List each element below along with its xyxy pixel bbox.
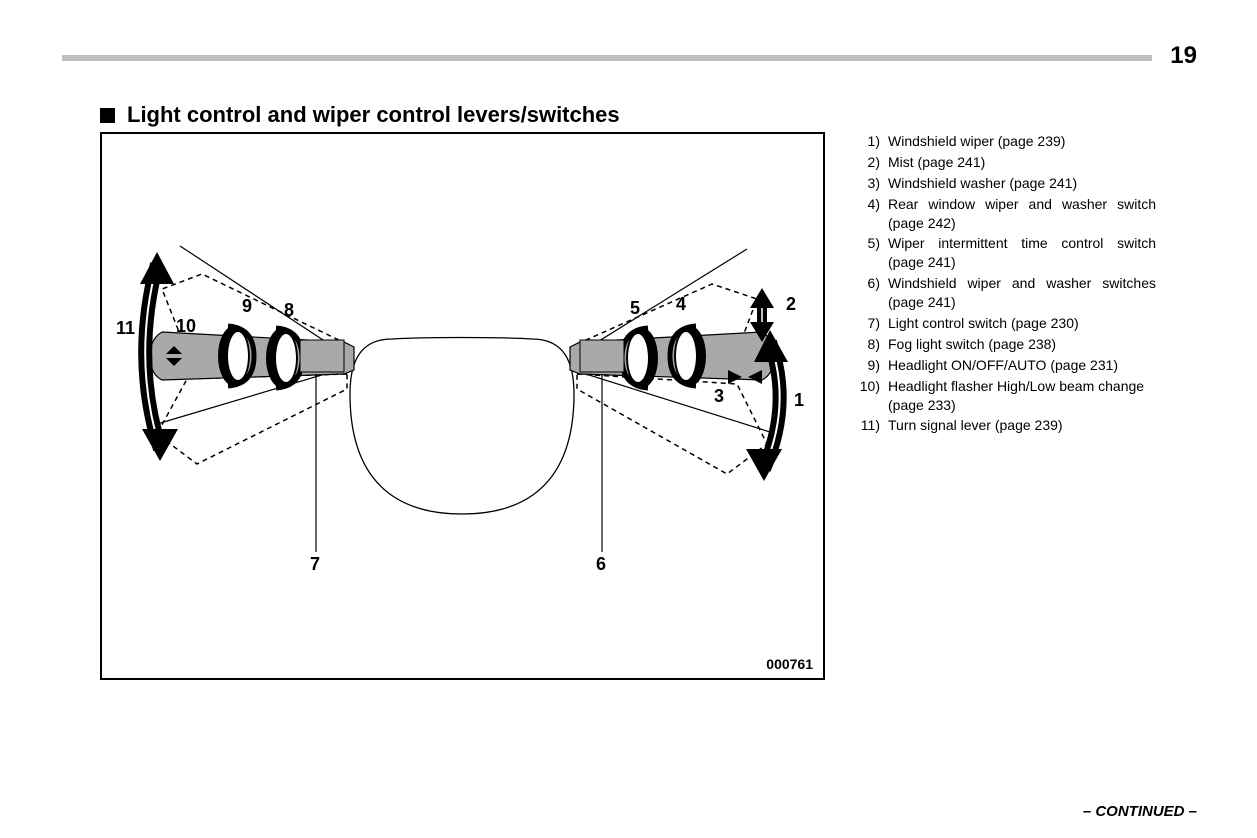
callout-8: 8 <box>284 300 294 320</box>
legend-item-text: (page 241) <box>888 293 1156 312</box>
legend-item: 3)Windshield washer (page 241) <box>852 174 1156 193</box>
legend-item-text: (page 242) <box>888 214 1156 233</box>
legend-item-number: 10) <box>852 377 888 415</box>
legend-item-text: Headlight ON/OFF/AUTO (page 231) <box>888 356 1156 375</box>
callout-11: 11 <box>116 318 135 338</box>
legend-item-text: Turn signal lever (page 239) <box>888 416 1156 435</box>
legend-item: 11)Turn signal lever (page 239) <box>852 416 1156 435</box>
legend-item: 6)Windshield wiper and washer switches(p… <box>852 274 1156 312</box>
square-bullet-icon <box>100 108 115 123</box>
legend-item-number: 6) <box>852 274 888 312</box>
legend-item: 4)Rear window wiper and washer switch(pa… <box>852 195 1156 233</box>
steering-wheel <box>350 338 574 515</box>
legend-item-text: Windshield wiper (page 239) <box>888 132 1156 151</box>
legend-item-text: Windshield wiper and washer switches <box>888 274 1156 293</box>
section-heading: Light control and wiper control levers/s… <box>100 102 620 128</box>
legend-item-number: 9) <box>852 356 888 375</box>
callout-2: 2 <box>786 294 796 314</box>
legend-item-text: (page 233) <box>888 396 1156 415</box>
legend-item-number: 5) <box>852 234 888 272</box>
legend-item-number: 7) <box>852 314 888 333</box>
legend-item: 7)Light control switch (page 230) <box>852 314 1156 333</box>
legend-item-text: Headlight flasher High/Low beam change <box>888 377 1156 396</box>
callout-3: 3 <box>714 386 724 406</box>
legend-item-text: Windshield washer (page 241) <box>888 174 1156 193</box>
legend-item-number: 2) <box>852 153 888 172</box>
legend-item: 8)Fog light switch (page 238) <box>852 335 1156 354</box>
legend-item: 1)Windshield wiper (page 239) <box>852 132 1156 151</box>
legend-item: 5)Wiper intermittent time control switch… <box>852 234 1156 272</box>
legend: 1)Windshield wiper (page 239)2)Mist (pag… <box>852 132 1156 437</box>
legend-item: 9)Headlight ON/OFF/AUTO (page 231) <box>852 356 1156 375</box>
legend-item: 2)Mist (page 241) <box>852 153 1156 172</box>
legend-item-text: Fog light switch (page 238) <box>888 335 1156 354</box>
legend-item-number: 3) <box>852 174 888 193</box>
legend-item-text: Wiper intermittent time control switch <box>888 234 1156 253</box>
callout-4: 4 <box>676 294 686 314</box>
legend-item-text: Light control switch (page 230) <box>888 314 1156 333</box>
callout-5: 5 <box>630 298 640 318</box>
page-number: 19 <box>1170 42 1197 70</box>
legend-item: 10)Headlight flasher High/Low beam chang… <box>852 377 1156 415</box>
callout-1: 1 <box>794 390 804 410</box>
callout-7: 7 <box>310 554 320 574</box>
figure-box: 1 2 3 4 5 6 7 8 9 10 11 000761 <box>100 132 825 680</box>
legend-item-text: Rear window wiper and washer switch <box>888 195 1156 214</box>
header-rule <box>62 55 1152 61</box>
callout-6: 6 <box>596 554 606 574</box>
diagram-svg: 1 2 3 4 5 6 7 8 9 10 11 <box>102 134 823 678</box>
continued-label: – CONTINUED – <box>1083 803 1197 820</box>
legend-item-number: 8) <box>852 335 888 354</box>
legend-item-text: Mist (page 241) <box>888 153 1156 172</box>
legend-item-number: 11) <box>852 416 888 435</box>
legend-item-number: 4) <box>852 195 888 233</box>
figure-id: 000761 <box>766 656 813 672</box>
callout-10: 10 <box>176 316 196 336</box>
legend-item-number: 1) <box>852 132 888 151</box>
callout-9: 9 <box>242 296 252 316</box>
legend-item-text: (page 241) <box>888 253 1156 272</box>
section-title: Light control and wiper control levers/s… <box>127 102 620 128</box>
